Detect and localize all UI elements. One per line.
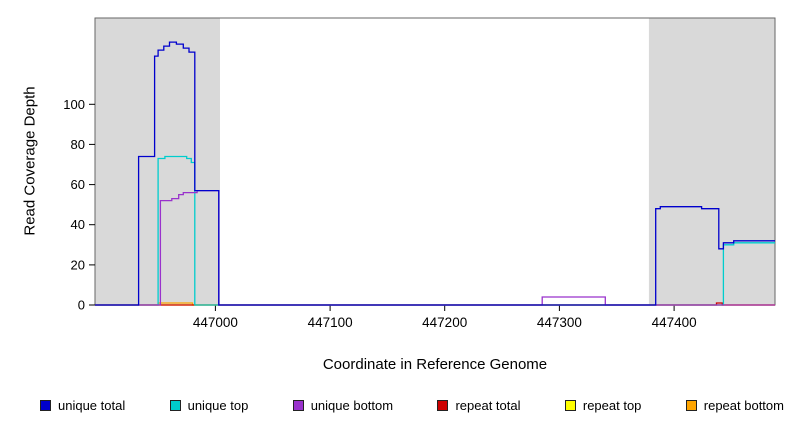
legend-label: unique bottom (310, 398, 394, 413)
legend-item-unique-total: unique total (40, 398, 125, 413)
y-tick-label: 40 (71, 217, 85, 232)
x-tick-label: 447200 (422, 315, 467, 330)
repeat-top-swatch-icon (564, 400, 576, 411)
repeat-bottom-swatch-icon (685, 400, 697, 411)
legend-item-repeat-bottom: repeat bottom (685, 398, 784, 413)
unique-total-swatch-icon (40, 400, 51, 411)
y-tick-label: 0 (78, 298, 85, 313)
legend-label: repeat top (582, 398, 642, 413)
legend-item-repeat-total: repeat total (437, 398, 521, 413)
y-tick-label: 60 (71, 177, 85, 192)
legend-label: repeat total (455, 398, 521, 413)
legend: unique total unique top unique bottom re… (40, 398, 784, 413)
unique-top-swatch-icon (169, 400, 181, 411)
repeat-total-swatch-icon (437, 400, 449, 411)
series-line-unique-top (95, 155, 775, 306)
x-tick-label: 447000 (193, 315, 238, 330)
x-tick-label: 447100 (308, 315, 353, 330)
y-axis-title: Read Coverage Depth (21, 86, 39, 236)
series-line-unique-total (95, 41, 775, 306)
legend-label: repeat bottom (703, 398, 784, 413)
y-tick-label: 100 (63, 97, 85, 112)
legend-item-repeat-top: repeat top (564, 398, 642, 413)
legend-item-unique-bottom: unique bottom (292, 398, 394, 413)
x-tick-label: 447300 (537, 315, 582, 330)
legend-label: unique total (58, 398, 126, 413)
y-tick-label: 20 (71, 257, 85, 272)
legend-item-unique-top: unique top (169, 398, 249, 413)
x-tick-label: 447400 (652, 315, 697, 330)
masked-region (648, 18, 775, 305)
x-axis-title: Coordinate in Reference Genome (322, 356, 548, 373)
legend-label: unique top (187, 398, 249, 413)
y-tick-label: 80 (71, 137, 85, 152)
plot-area: 0 20 40 60 80 100 447000 447100 447200 447300 4474… (63, 17, 776, 330)
unique-bottom-swatch-icon (292, 400, 304, 411)
series-line-unique-bottom (95, 189, 775, 306)
